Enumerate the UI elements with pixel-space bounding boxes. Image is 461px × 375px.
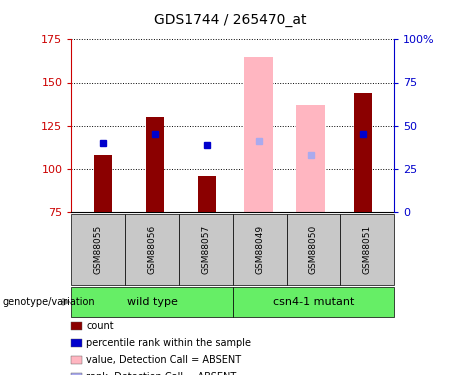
Text: GSM88055: GSM88055 (94, 225, 103, 274)
Text: GSM88050: GSM88050 (309, 225, 318, 274)
Bar (198, 176, 216, 212)
Text: wild type: wild type (127, 297, 177, 307)
Text: csn4-1 mutant: csn4-1 mutant (273, 297, 354, 307)
Bar (296, 105, 325, 212)
Bar (354, 93, 372, 212)
Text: count: count (86, 321, 114, 331)
Text: GSM88057: GSM88057 (201, 225, 210, 274)
Text: GSM88049: GSM88049 (255, 225, 264, 274)
Text: genotype/variation: genotype/variation (2, 297, 95, 307)
Text: percentile rank within the sample: percentile rank within the sample (86, 338, 251, 348)
Bar (244, 57, 273, 212)
Text: GDS1744 / 265470_at: GDS1744 / 265470_at (154, 13, 307, 27)
Text: value, Detection Call = ABSENT: value, Detection Call = ABSENT (86, 355, 241, 365)
Bar (94, 155, 112, 212)
Text: GSM88051: GSM88051 (363, 225, 372, 274)
Text: GSM88056: GSM88056 (148, 225, 157, 274)
Bar (146, 117, 164, 212)
Text: rank, Detection Call = ABSENT: rank, Detection Call = ABSENT (86, 372, 236, 375)
